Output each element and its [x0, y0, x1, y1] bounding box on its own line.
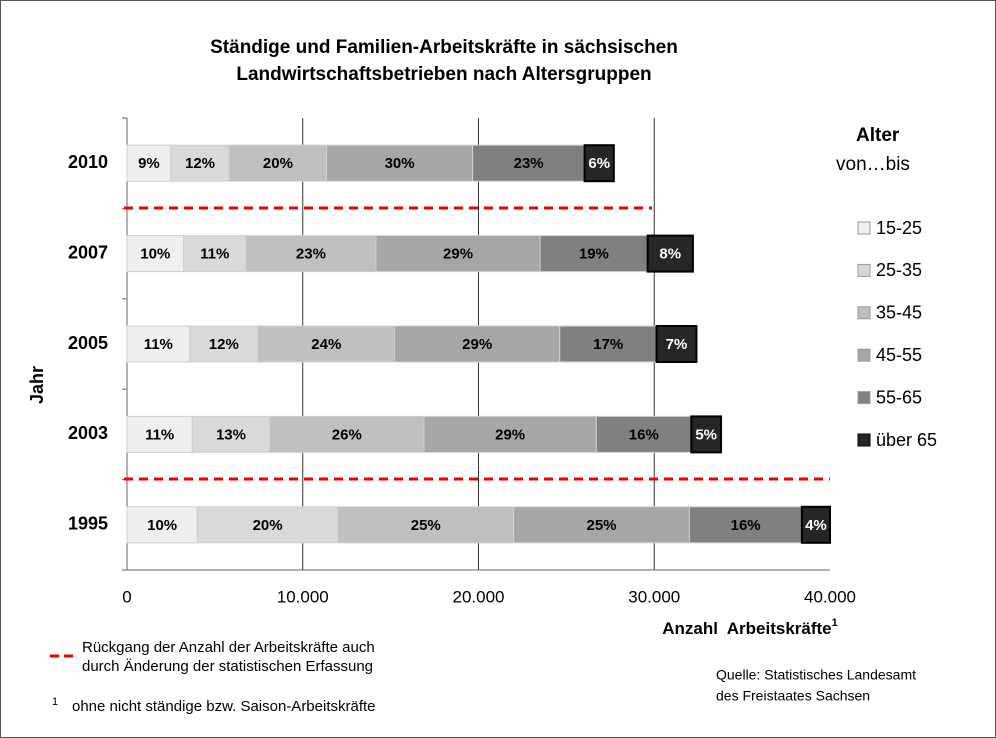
legend-label: 15-25 [876, 218, 922, 238]
footnote-mark: 1 [52, 696, 58, 708]
data-label: 4% [805, 517, 827, 534]
data-label: 9% [138, 155, 160, 172]
data-label: 23% [296, 246, 326, 263]
data-label: 20% [253, 517, 283, 534]
y-tick-label: 2005 [68, 333, 108, 353]
y-tick-label: 2007 [68, 242, 108, 262]
y-tick-label: 2003 [68, 423, 108, 443]
legend-label: 25-35 [876, 260, 922, 280]
bar-segment [688, 506, 803, 544]
x-axis-footnote: 1 [832, 617, 838, 629]
data-label: 6% [588, 155, 610, 172]
note: Rückgang der Anzahl der Arbeitskräfte au… [82, 639, 375, 656]
data-label: 16% [731, 517, 761, 534]
y-tick-label: 1995 [68, 514, 108, 534]
data-label: 5% [695, 426, 717, 443]
bar-segment [126, 144, 172, 182]
data-label: 7% [666, 336, 688, 353]
bar-segment [655, 325, 698, 363]
data-label: 8% [659, 246, 681, 263]
bar-segment [257, 325, 396, 363]
data-label: 11% [200, 246, 229, 263]
legend-title: Alter [856, 125, 900, 146]
data-label: 17% [593, 336, 623, 353]
bar-segment [126, 325, 191, 363]
footnote: ohne nicht ständige bzw. Saison-Arbeitsk… [72, 698, 376, 715]
bar-segment [126, 415, 193, 453]
data-label: 25% [587, 517, 617, 534]
data-label: 13% [216, 426, 246, 443]
bar-segment [337, 506, 515, 544]
data-label: 19% [579, 246, 609, 263]
chart-title: Ständige und Familien-Arbeitskräfte in s… [210, 37, 678, 58]
chart-title: Landwirtschaftsbetrieben nach Altersgrup… [236, 64, 651, 85]
data-label: 29% [443, 246, 473, 263]
bar-segment [326, 144, 474, 182]
bar-segment [269, 415, 425, 453]
bar-segment [559, 325, 658, 363]
data-label: 29% [495, 426, 525, 443]
data-label: 12% [209, 336, 239, 353]
x-axis-title-text: Anzahl Arbeitskräfte [662, 619, 831, 638]
data-label: 11% [144, 336, 173, 353]
bar-segment [423, 415, 597, 453]
bar-segment [800, 505, 832, 544]
y-axis-title: Jahr [27, 366, 47, 404]
legend-label: 45-55 [876, 345, 922, 365]
data-label: 10% [147, 517, 177, 534]
legend-label: 55-65 [876, 387, 922, 407]
bar-segment [513, 506, 690, 544]
bar-segment [690, 415, 723, 454]
legend-label: über 65 [876, 430, 937, 450]
bar-segment [646, 234, 694, 273]
bar-segment [245, 235, 377, 273]
bar-segment [583, 144, 615, 183]
x-tick-label: 10.000 [277, 587, 329, 606]
legend-label: 35-45 [876, 303, 922, 323]
data-label: 30% [385, 155, 415, 172]
data-label: 20% [263, 155, 293, 172]
data-label: 24% [311, 336, 341, 353]
legend-swatch [857, 433, 871, 447]
bar-segment [189, 325, 259, 363]
legend-subtitle: von…bis [836, 154, 910, 175]
note: durch Änderung der statistischen Erfassu… [82, 658, 373, 675]
source: Quelle: Statistisches Landesamt [716, 667, 916, 683]
data-label: 16% [629, 426, 659, 443]
x-tick-label: 30.000 [628, 587, 680, 606]
bar-segment [126, 235, 185, 273]
y-tick-label: 2010 [68, 152, 108, 172]
data-label: 12% [185, 155, 215, 172]
data-label: 29% [462, 336, 492, 353]
bar-segment [394, 325, 561, 363]
bar-segment [183, 235, 247, 273]
bar-segment [375, 235, 541, 273]
legend-swatch [857, 391, 871, 405]
data-label: 10% [140, 246, 170, 263]
data-label: 11% [145, 426, 174, 443]
x-tick-label: 20.000 [453, 587, 505, 606]
bar-segment [228, 144, 328, 182]
legend-swatch [857, 306, 871, 320]
data-label: 25% [411, 517, 441, 534]
legend-swatch [857, 221, 871, 235]
legend-swatch [857, 263, 871, 277]
bar-segment [595, 415, 692, 453]
legend-swatch [857, 348, 871, 362]
data-label: 23% [514, 155, 544, 172]
x-axis-title: Anzahl Arbeitskräfte1 [662, 617, 838, 639]
data-label: 26% [332, 426, 362, 443]
bar-segment [191, 415, 271, 453]
x-tick-label: 40.000 [804, 587, 856, 606]
bar-segment [170, 144, 230, 182]
x-tick-label: 0 [122, 587, 131, 606]
bar-segment [539, 235, 649, 273]
source: des Freistaates Sachsen [716, 688, 870, 704]
